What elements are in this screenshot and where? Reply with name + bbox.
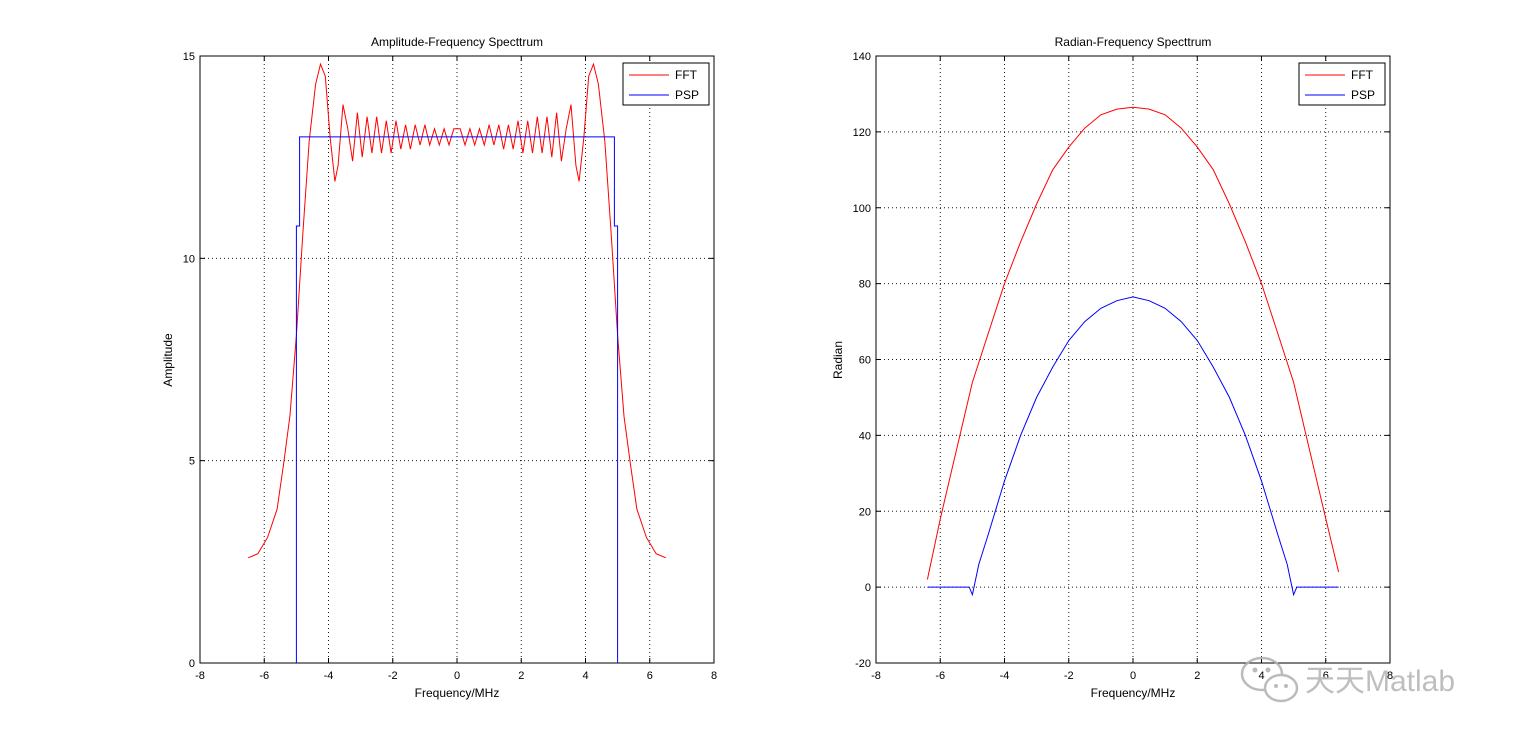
radian-y-tick-label: 120 xyxy=(853,127,871,139)
radian-y-tick-label: 0 xyxy=(865,582,871,594)
amplitude-x-tick-label: 4 xyxy=(582,670,588,682)
radian-x-tick-label: -8 xyxy=(871,670,881,682)
watermark: 天天Matlab xyxy=(1240,656,1455,703)
radian-y-tick-label: 80 xyxy=(859,279,871,291)
amplitude-y-tick-label: 10 xyxy=(183,253,195,265)
amplitude-x-tick-label: 2 xyxy=(518,670,524,682)
amplitude-y-tick-label: 5 xyxy=(189,456,195,468)
amplitude-x-tick-label: -8 xyxy=(195,670,205,682)
amplitude-x-tick-label: -4 xyxy=(324,670,334,682)
radian-y-tick-label: 140 xyxy=(853,51,871,63)
amplitude-y-axis-label: Amplitude xyxy=(161,333,175,387)
amplitude-plot-area xyxy=(199,55,715,664)
amplitude-y-tick-label: 0 xyxy=(189,658,195,670)
amplitude-legend: FFT PSP xyxy=(622,62,710,106)
radian-y-tick-label: 60 xyxy=(859,355,871,367)
watermark-text: 天天Matlab xyxy=(1305,665,1455,698)
radian-x-tick-label: -4 xyxy=(1000,670,1010,682)
radian-x-tick-label: -2 xyxy=(1064,670,1074,682)
amplitude-legend-fft-label: FFT xyxy=(675,68,698,82)
radian-series-psp-line xyxy=(927,296,1339,597)
radian-y-tick-label: -20 xyxy=(855,658,871,670)
radian-x-tick-label: 8 xyxy=(1387,670,1393,682)
wechat-icon xyxy=(1240,656,1299,703)
radian-legend-fft-label: FFT xyxy=(1351,68,1374,82)
radian-x-tick-label: 4 xyxy=(1258,670,1264,682)
radian-y-tick-label: 100 xyxy=(853,203,871,215)
radian-y-axis-label: Radian xyxy=(831,341,845,379)
amplitude-series-psp-line xyxy=(295,136,619,663)
radian-x-tick-label: 0 xyxy=(1130,670,1136,682)
amplitude-chart-title: Amplitude-Frequency Specttrum xyxy=(371,35,543,49)
amplitude-x-tick-label: 6 xyxy=(647,670,653,682)
amplitude-x-tick-label: -6 xyxy=(259,670,269,682)
amplitude-y-tick-label: 15 xyxy=(183,51,195,63)
radian-chart-title: Radian-Frequency Specttrum xyxy=(1055,35,1212,49)
amplitude-x-tick-label: -2 xyxy=(388,670,398,682)
radian-series-fft-line xyxy=(926,106,1340,580)
radian-y-tick-label: 20 xyxy=(859,506,871,518)
radian-y-tick-label: 40 xyxy=(859,430,871,442)
amplitude-chart: -8 -6 -4 -2 0 2 4 6 8 0 5 10 15 Amplitude-Frequency … xyxy=(161,35,717,700)
amplitude-x-axis-label: Frequency/MHz xyxy=(415,686,500,700)
amplitude-series-fft-line xyxy=(248,62,666,559)
amplitude-legend-box xyxy=(622,62,710,106)
amplitude-x-tick-label: 8 xyxy=(711,670,717,682)
radian-x-tick-label: 6 xyxy=(1323,670,1329,682)
radian-legend: FFT PSP xyxy=(1298,62,1386,106)
amplitude-legend-psp-label: PSP xyxy=(675,88,699,102)
amplitude-x-tick-label: 0 xyxy=(454,670,460,682)
radian-x-axis-label: Frequency/MHz xyxy=(1091,686,1176,700)
radian-legend-box xyxy=(1298,62,1386,106)
radian-legend-psp-label: PSP xyxy=(1351,88,1375,102)
radian-x-tick-label: -6 xyxy=(935,670,945,682)
radian-x-tick-label: 2 xyxy=(1194,670,1200,682)
